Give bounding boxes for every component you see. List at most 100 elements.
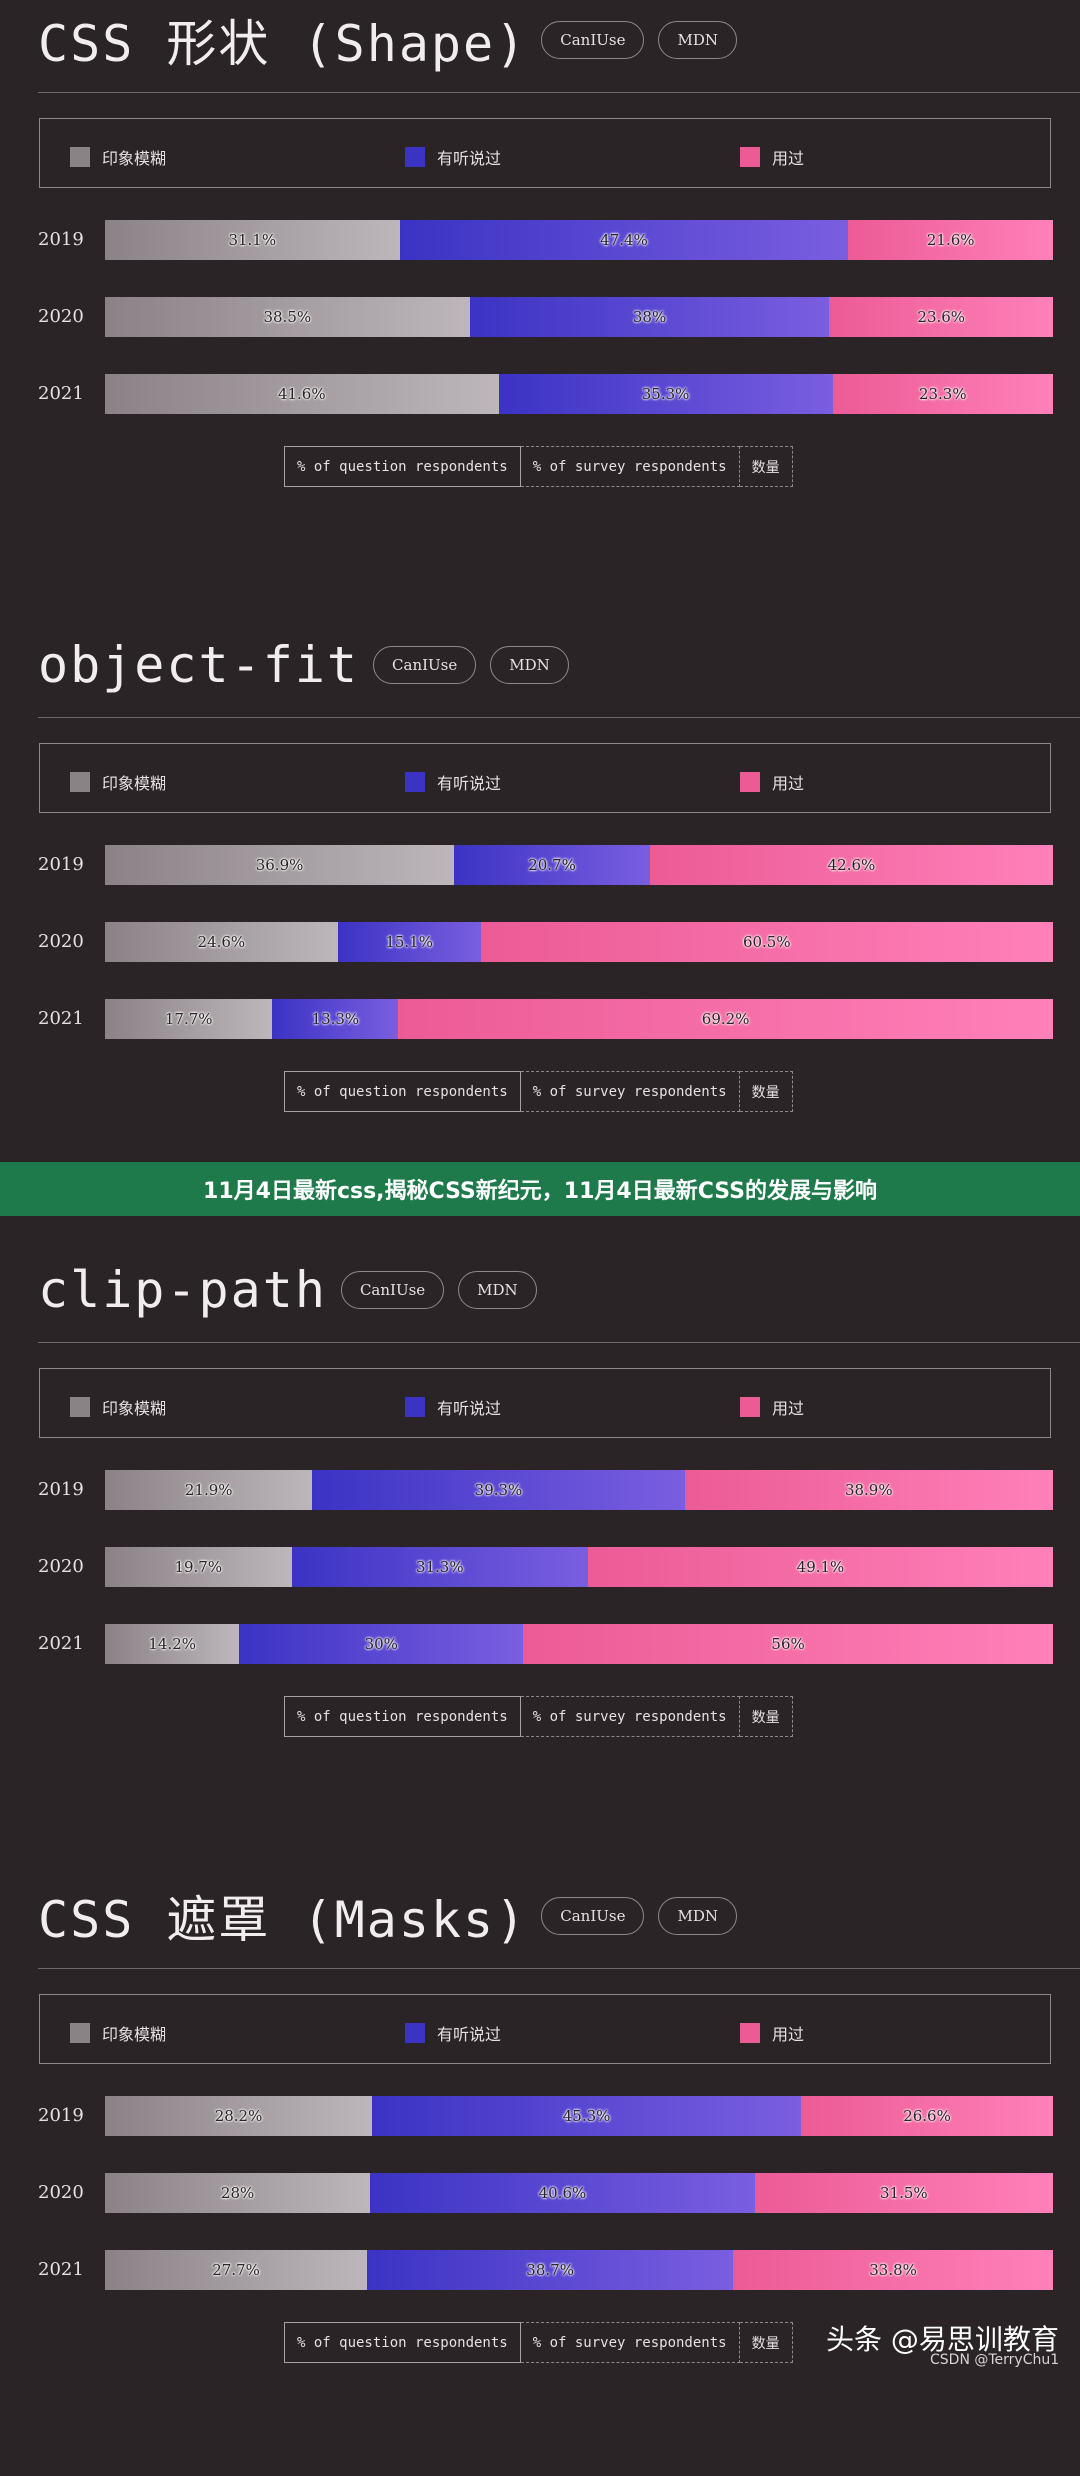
bar-segment[interactable]: 26.6% — [801, 2096, 1053, 2136]
stacked-bar: 28.2% 45.3% 26.6% — [105, 2096, 1053, 2136]
legend-label: 有听说过 — [437, 2025, 502, 2044]
legend-item[interactable]: 有听说过 — [405, 1395, 501, 1419]
bar-segment[interactable]: 14.2% — [105, 1624, 240, 1664]
bar-segment[interactable]: 42.6% — [649, 845, 1053, 885]
year-label: 2021 — [38, 383, 84, 404]
bar-segment[interactable]: 24.6% — [105, 922, 338, 962]
bar-segment[interactable]: 21.6% — [848, 220, 1053, 260]
year-label: 2019 — [38, 854, 84, 875]
legend-item[interactable]: 印象模糊 — [70, 1395, 166, 1419]
count-toggle[interactable]: 数量 — [739, 2322, 793, 2363]
chart-section: clip-path CanIUse MDN 印象模糊 有听说过 用过 2019 21.9% 39… — [0, 1250, 1080, 1850]
bar-segment[interactable]: 36.9% — [105, 845, 455, 885]
bar-segment[interactable]: 17.7% — [105, 999, 273, 1039]
legend-swatch — [740, 772, 760, 792]
legend-item[interactable]: 有听说过 — [405, 145, 501, 169]
legend-item[interactable]: 有听说过 — [405, 770, 501, 794]
caniuse-link[interactable]: CanIUse — [340, 1271, 445, 1309]
bar-segment[interactable]: 31.1% — [105, 220, 400, 260]
stacked-bar: 28% 40.6% 31.5% — [105, 2173, 1053, 2213]
stacked-bar: 19.7% 31.3% 49.1% — [105, 1547, 1053, 1587]
question-respondents-toggle[interactable]: % of question respondents — [284, 1696, 521, 1737]
chart-title: object-fit — [38, 636, 360, 694]
bar-segment[interactable]: 19.7% — [105, 1547, 292, 1587]
chart-section: object-fit CanIUse MDN 印象模糊 有听说过 用过 2019 36.9% 2… — [0, 625, 1080, 1225]
bar-segment[interactable]: 35.3% — [498, 374, 833, 414]
chart-legend: 印象模糊 有听说过 用过 — [39, 743, 1051, 813]
mdn-link[interactable]: MDN — [658, 1897, 737, 1935]
mdn-link[interactable]: MDN — [490, 646, 569, 684]
chart-section: CSS 遮罩 (Masks) CanIUse MDN 印象模糊 有听说过 用过 2019 28… — [0, 1876, 1080, 2476]
legend-swatch — [405, 1397, 425, 1417]
survey-respondents-toggle[interactable]: % of survey respondents — [520, 1696, 740, 1737]
bar-segment[interactable]: 23.3% — [832, 374, 1053, 414]
survey-respondents-toggle[interactable]: % of survey respondents — [520, 446, 740, 487]
bar-segment[interactable]: 39.3% — [312, 1470, 685, 1510]
header-divider — [38, 92, 1080, 93]
bar-segment[interactable]: 60.5% — [480, 922, 1053, 962]
bar-segment[interactable]: 31.5% — [754, 2173, 1053, 2213]
chart-title: CSS 遮罩 (Masks) — [38, 1891, 528, 1949]
bar-segment[interactable]: 23.6% — [829, 297, 1053, 337]
bar-segment[interactable]: 31.3% — [291, 1547, 588, 1587]
survey-respondents-toggle[interactable]: % of survey respondents — [520, 2322, 740, 2363]
chart-header: CSS 形状 (Shape) CanIUse MDN — [38, 0, 737, 80]
bar-segment[interactable]: 20.7% — [454, 845, 650, 885]
stacked-bar: 27.7% 38.7% 33.8% — [105, 2250, 1053, 2290]
bar-segment[interactable]: 30% — [239, 1624, 524, 1664]
watermark-brand: 头条 @易思训教育 — [826, 2323, 1059, 2356]
bar-segment[interactable]: 47.4% — [399, 220, 849, 260]
count-toggle[interactable]: 数量 — [739, 1071, 793, 1112]
bar-segment[interactable]: 38.7% — [367, 2250, 734, 2290]
header-divider — [38, 1342, 1080, 1343]
legend-label: 印象模糊 — [102, 149, 167, 168]
legend-item[interactable]: 用过 — [740, 2021, 804, 2045]
question-respondents-toggle[interactable]: % of question respondents — [284, 446, 521, 487]
legend-swatch — [70, 1397, 90, 1417]
bar-segment[interactable]: 13.3% — [272, 999, 399, 1039]
question-respondents-toggle[interactable]: % of question respondents — [284, 2322, 521, 2363]
count-toggle[interactable]: 数量 — [739, 1696, 793, 1737]
bar-segment[interactable]: 38% — [469, 297, 830, 337]
survey-respondents-toggle[interactable]: % of survey respondents — [520, 1071, 740, 1112]
bar-segment[interactable]: 27.7% — [105, 2250, 368, 2290]
legend-item[interactable]: 用过 — [740, 770, 804, 794]
chart-header: object-fit CanIUse MDN — [38, 625, 569, 705]
bar-segment[interactable]: 38.9% — [684, 1470, 1053, 1510]
stacked-bar: 24.6% 15.1% 60.5% — [105, 922, 1053, 962]
bar-segment[interactable]: 40.6% — [370, 2173, 755, 2213]
bar-segment[interactable]: 56% — [523, 1624, 1053, 1664]
bar-segment[interactable]: 28.2% — [105, 2096, 373, 2136]
bar-segment[interactable]: 33.8% — [733, 2250, 1053, 2290]
stacked-bar: 17.7% 13.3% 69.2% — [105, 999, 1053, 1039]
legend-item[interactable]: 印象模糊 — [70, 770, 166, 794]
bar-segment[interactable]: 38.5% — [105, 297, 470, 337]
year-label: 2021 — [38, 1008, 84, 1029]
mdn-link[interactable]: MDN — [458, 1271, 537, 1309]
caniuse-link[interactable]: CanIUse — [541, 1897, 645, 1935]
legend-item[interactable]: 印象模糊 — [70, 2021, 166, 2045]
legend-item[interactable]: 用过 — [740, 1395, 804, 1419]
count-toggle[interactable]: 数量 — [739, 446, 793, 487]
legend-item[interactable]: 有听说过 — [405, 2021, 501, 2045]
legend-swatch — [70, 147, 90, 167]
bar-segment[interactable]: 45.3% — [372, 2096, 802, 2136]
bar-segment[interactable]: 69.2% — [398, 999, 1053, 1039]
year-label: 2020 — [38, 306, 84, 327]
mdn-link[interactable]: MDN — [658, 21, 737, 59]
bar-segment[interactable]: 15.1% — [337, 922, 481, 962]
bar-segment[interactable]: 21.9% — [105, 1470, 313, 1510]
legend-item[interactable]: 印象模糊 — [70, 145, 166, 169]
bar-segment[interactable]: 49.1% — [587, 1547, 1053, 1587]
question-respondents-toggle[interactable]: % of question respondents — [284, 1071, 521, 1112]
caniuse-link[interactable]: CanIUse — [373, 646, 477, 684]
caniuse-link[interactable]: CanIUse — [541, 21, 645, 59]
bar-segment[interactable]: 41.6% — [105, 374, 499, 414]
chart-title: CSS 形状 (Shape) — [38, 15, 528, 73]
year-label: 2019 — [38, 229, 84, 250]
legend-item[interactable]: 用过 — [740, 145, 804, 169]
legend-label: 有听说过 — [437, 774, 502, 793]
legend-label: 用过 — [772, 774, 805, 793]
chart-header: CSS 遮罩 (Masks) CanIUse MDN — [38, 1876, 737, 1956]
bar-segment[interactable]: 28% — [105, 2173, 371, 2213]
